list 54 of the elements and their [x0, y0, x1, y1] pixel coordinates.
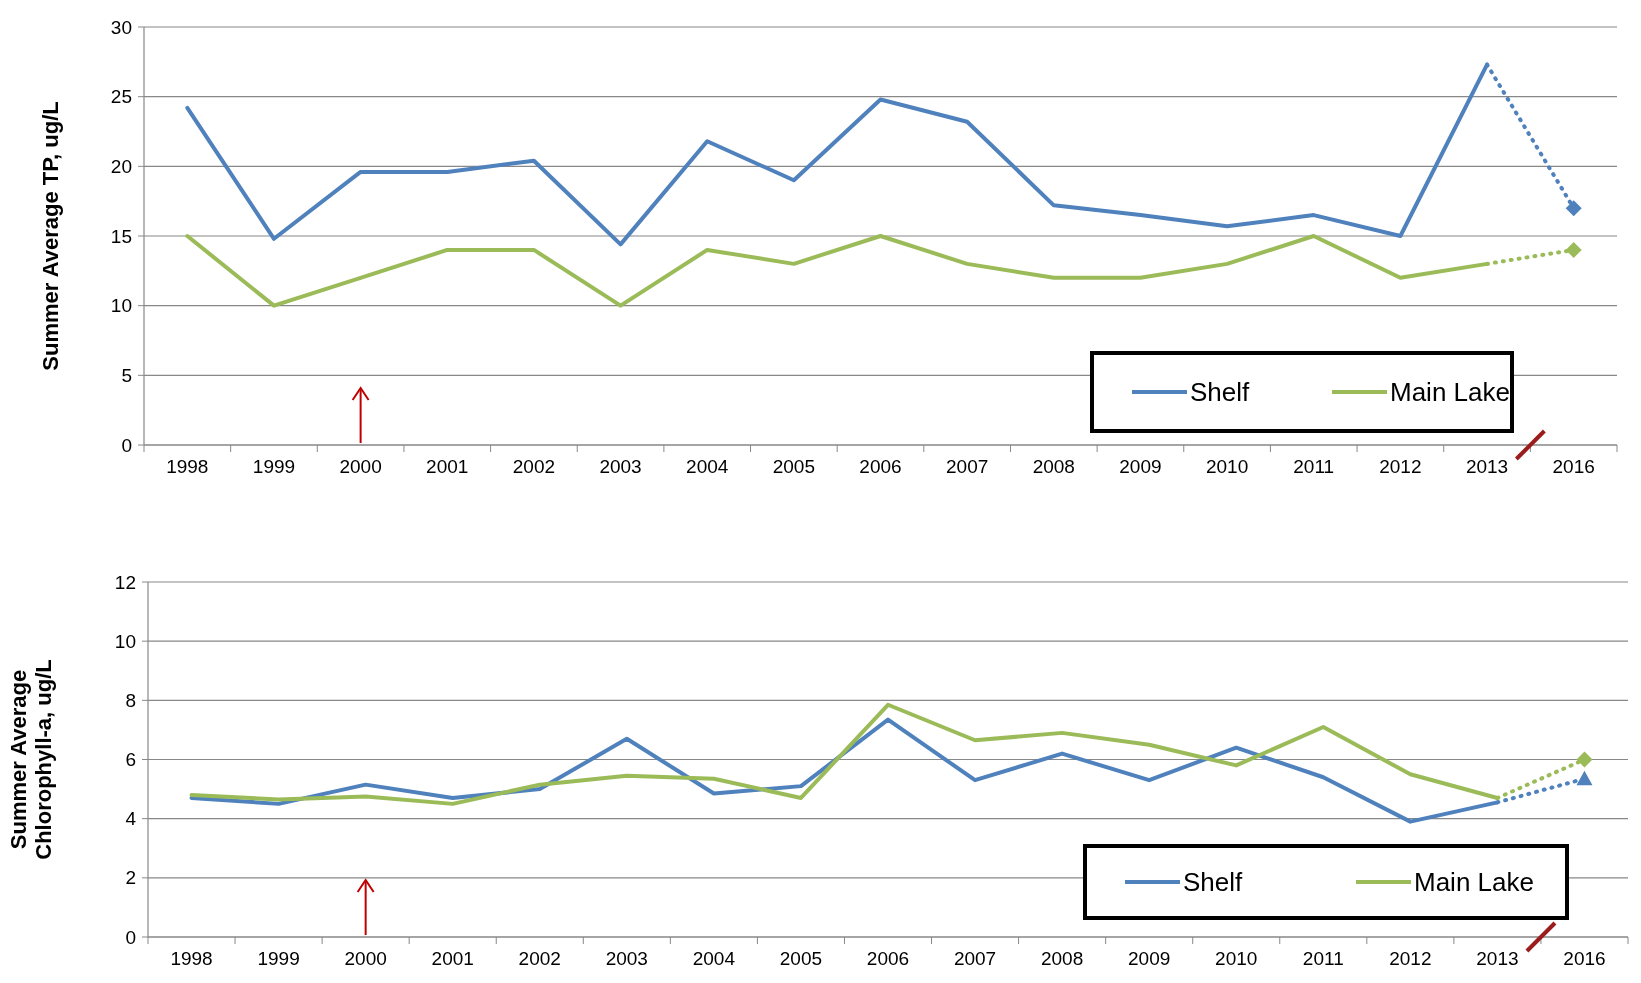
x-tick-label: 2007: [953, 948, 997, 969]
x-tick-label: 2009: [1119, 456, 1162, 477]
x-tick-label: 2005: [779, 948, 823, 969]
y-tick-label: 0: [125, 926, 136, 948]
x-tick-label: 2004: [686, 456, 729, 477]
x-tick-label: 1998: [170, 948, 213, 969]
y-tick-label: 2: [125, 867, 136, 889]
y-tick-label: 20: [110, 155, 132, 177]
x-tick-label: 2006: [866, 948, 910, 969]
y-tick-label: 30: [110, 16, 132, 38]
x-tick-label: 2004: [692, 948, 736, 969]
legend-label: Main Lake: [1414, 867, 1534, 898]
x-tick-label: 2008: [1032, 456, 1075, 477]
legend-label: Main Lake: [1390, 377, 1510, 408]
x-tick-label: 2000: [344, 948, 387, 969]
y-tick-label: 5: [121, 364, 132, 386]
x-tick-label: 2012: [1389, 948, 1432, 969]
x-tick-label: 2011: [1302, 948, 1344, 969]
legend-label: Shelf: [1190, 377, 1251, 408]
x-tick-label: 2006: [859, 456, 902, 477]
y-axis-title: Summer Average Chlorophyll-a, ug/L: [5, 659, 57, 860]
x-tick-label: 2000: [339, 456, 382, 477]
y-tick-label: 0: [121, 434, 132, 456]
x-tick-label: 1999: [252, 456, 296, 477]
x-tick-label: 2001: [431, 948, 474, 969]
y-tick-label: 10: [114, 630, 136, 652]
x-tick-label: 2010: [1205, 456, 1249, 477]
x-tick-label: 2003: [599, 456, 642, 477]
x-tick-label: 2009: [1128, 948, 1171, 969]
y-tick-label: 25: [110, 86, 132, 108]
x-tick-label: 2003: [605, 948, 648, 969]
y-tick-label: 4: [125, 808, 137, 830]
x-tick-label: 2012: [1379, 456, 1422, 477]
y-tick-label: 8: [125, 689, 136, 711]
x-tick-label: 2008: [1040, 948, 1084, 969]
x-tick-label: 2002: [512, 456, 556, 477]
y-tick-label: 6: [125, 749, 136, 771]
x-tick-label: 1998: [166, 456, 209, 477]
x-tick-label: 2011: [1293, 456, 1335, 477]
x-tick-label: 1999: [257, 948, 300, 969]
y-tick-label: 10: [110, 295, 132, 317]
legend-label: Shelf: [1183, 867, 1244, 898]
x-tick-label: 2002: [518, 948, 561, 969]
x-tick-label: 2013: [1465, 456, 1509, 477]
y-axis-title: Summer Average TP, ug/L: [38, 101, 63, 371]
y-tick-label: 12: [114, 571, 136, 593]
x-tick-label: 2007: [946, 456, 989, 477]
x-tick-label: 2010: [1215, 948, 1258, 969]
y-tick-label: 15: [110, 225, 132, 247]
x-tick-label: 2016: [1552, 456, 1595, 477]
x-tick-label: 2001: [426, 456, 469, 477]
x-tick-label: 2005: [772, 456, 815, 477]
x-tick-label: 2016: [1563, 948, 1606, 969]
x-tick-label: 2013: [1476, 948, 1519, 969]
